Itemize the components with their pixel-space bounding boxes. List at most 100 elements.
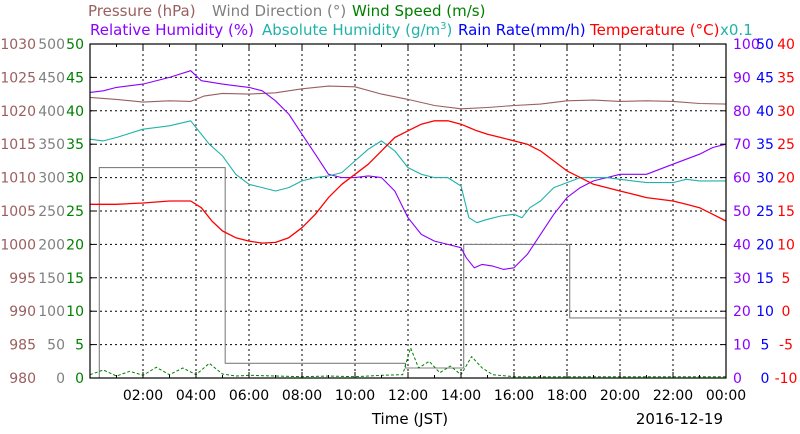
y-tick-wind-speed: 50 xyxy=(66,37,84,53)
y-tick-wind-direction: 300 xyxy=(38,171,65,187)
y-tick-wind-direction: 50 xyxy=(47,338,65,354)
legend-abs-hum-prefix: Absolute Humidity (g/m xyxy=(262,21,440,39)
y-tick-relative-humidity: 80 xyxy=(733,104,751,120)
y-tick-wind-speed: 35 xyxy=(66,137,84,153)
y-tick-pressure: 980 xyxy=(9,371,36,387)
x-tick-label: 10:00 xyxy=(335,388,375,404)
y-tick-temperature: 35 xyxy=(777,70,795,86)
y-tick-relative-humidity: 40 xyxy=(733,237,751,253)
y-tick-temperature: 5 xyxy=(782,271,791,287)
x-tick-label: 18:00 xyxy=(547,388,587,404)
y-tick-pressure: 985 xyxy=(9,338,36,354)
y-tick-rain-rate: 0 xyxy=(761,371,770,387)
y-tick-relative-humidity: 60 xyxy=(733,171,751,187)
x-tick-label: 00:00 xyxy=(706,388,746,404)
y-tick-rain-rate: 50 xyxy=(756,37,774,53)
legend-wind-direction: Wind Direction (°) xyxy=(212,2,346,20)
y-tick-rain-rate: 10 xyxy=(756,304,774,320)
series-line xyxy=(90,120,727,244)
y-tick-rain-rate: 20 xyxy=(756,237,774,253)
y-tick-wind-speed: 40 xyxy=(66,104,84,120)
series-line xyxy=(89,347,726,378)
date-label: 2016-12-19 xyxy=(636,410,723,428)
y-tick-wind-direction: 100 xyxy=(38,304,65,320)
chart-grid xyxy=(90,44,726,378)
y-tick-relative-humidity: 30 xyxy=(733,271,751,287)
y-tick-temperature: -10 xyxy=(775,371,798,387)
legend-temperature: Temperature (°C) xyxy=(589,21,719,39)
y-tick-relative-humidity: 90 xyxy=(733,70,751,86)
x-tick-label: 02:00 xyxy=(123,388,163,404)
legend-abs-hum-scale: x0.1 xyxy=(720,21,753,39)
y-tick-rain-rate: 40 xyxy=(756,104,774,120)
legend-abs-hum-sup: 3 xyxy=(440,21,446,32)
x-tick-label: 20:00 xyxy=(600,388,640,404)
x-axis-label: Time (JST) xyxy=(371,410,448,428)
y-tick-wind-speed: 5 xyxy=(75,338,84,354)
series-line xyxy=(89,120,726,224)
y-tick-wind-direction: 500 xyxy=(38,37,65,53)
y-tick-pressure: 995 xyxy=(9,271,36,287)
y-tick-wind-speed: 45 xyxy=(66,70,84,86)
x-tick-label: 22:00 xyxy=(653,388,693,404)
y-tick-rain-rate: 25 xyxy=(756,204,774,220)
x-tick-label: 04:00 xyxy=(176,388,216,404)
legend-rain-rate: Rain Rate(mm/h) xyxy=(458,21,586,39)
legend-abs-hum-suffix: ) xyxy=(447,21,453,39)
chart-series xyxy=(89,70,727,379)
y-tick-relative-humidity: 100 xyxy=(733,37,760,53)
legend-absolute-humidity: Absolute Humidity (g/m3) xyxy=(262,21,452,39)
y-tick-temperature: 0 xyxy=(782,304,791,320)
chart-y-tick-labels: 9809859909951000100510101015102010251030… xyxy=(0,37,797,387)
y-tick-wind-speed: 0 xyxy=(75,371,84,387)
chart-frame xyxy=(89,43,727,379)
y-tick-pressure: 990 xyxy=(9,304,36,320)
y-tick-wind-direction: 250 xyxy=(38,204,65,220)
y-tick-temperature: 30 xyxy=(777,104,795,120)
y-tick-relative-humidity: 50 xyxy=(733,204,751,220)
series-line xyxy=(89,85,727,110)
y-tick-wind-speed: 15 xyxy=(66,271,84,287)
y-tick-pressure: 1020 xyxy=(0,104,36,120)
y-tick-pressure: 1000 xyxy=(0,237,36,253)
y-tick-relative-humidity: 20 xyxy=(733,304,751,320)
x-tick-label: 08:00 xyxy=(282,388,322,404)
y-tick-temperature: 15 xyxy=(777,204,795,220)
y-tick-temperature: -5 xyxy=(779,338,793,354)
x-tick-label: 12:00 xyxy=(388,388,428,404)
y-tick-relative-humidity: 10 xyxy=(733,338,751,354)
y-tick-relative-humidity: 0 xyxy=(733,371,742,387)
legend-relative-humidity: Relative Humidity (%) xyxy=(90,21,254,39)
y-tick-wind-speed: 25 xyxy=(66,204,84,220)
y-tick-rain-rate: 15 xyxy=(756,271,774,287)
y-tick-wind-direction: 350 xyxy=(38,137,65,153)
x-tick-label: 14:00 xyxy=(441,388,481,404)
y-tick-pressure: 1030 xyxy=(0,37,36,53)
y-tick-rain-rate: 30 xyxy=(756,171,774,187)
series-line xyxy=(89,70,727,270)
y-tick-rain-rate: 45 xyxy=(756,70,774,86)
y-tick-wind-speed: 20 xyxy=(66,237,84,253)
y-tick-rain-rate: 35 xyxy=(756,137,774,153)
chart-x-tick-labels: 02:00 04:00 06:00 08:00 10:00 12:00 14:00 16:00… xyxy=(123,388,746,404)
y-tick-pressure: 1005 xyxy=(0,204,36,220)
legend-wind-speed: Wind Speed (m/s) xyxy=(352,2,485,20)
y-tick-temperature: 40 xyxy=(777,37,795,53)
y-tick-wind-direction: 450 xyxy=(38,70,65,86)
y-tick-wind-direction: 0 xyxy=(56,371,65,387)
x-tick-label: 06:00 xyxy=(229,388,269,404)
y-tick-temperature: 20 xyxy=(777,171,795,187)
y-tick-wind-speed: 30 xyxy=(66,171,84,187)
y-tick-rain-rate: 5 xyxy=(761,338,770,354)
y-tick-wind-direction: 400 xyxy=(38,104,65,120)
x-tick-label: 16:00 xyxy=(494,388,534,404)
y-tick-pressure: 1025 xyxy=(0,70,36,86)
y-tick-wind-direction: 150 xyxy=(38,271,65,287)
y-tick-wind-speed: 10 xyxy=(66,304,84,320)
y-tick-temperature: 25 xyxy=(777,137,795,153)
y-tick-pressure: 1015 xyxy=(0,137,36,153)
y-tick-pressure: 1010 xyxy=(0,171,36,187)
chart-legend-header: Pressure (hPa) Wind Direction (°) Wind S… xyxy=(88,2,753,39)
y-tick-relative-humidity: 70 xyxy=(733,137,751,153)
